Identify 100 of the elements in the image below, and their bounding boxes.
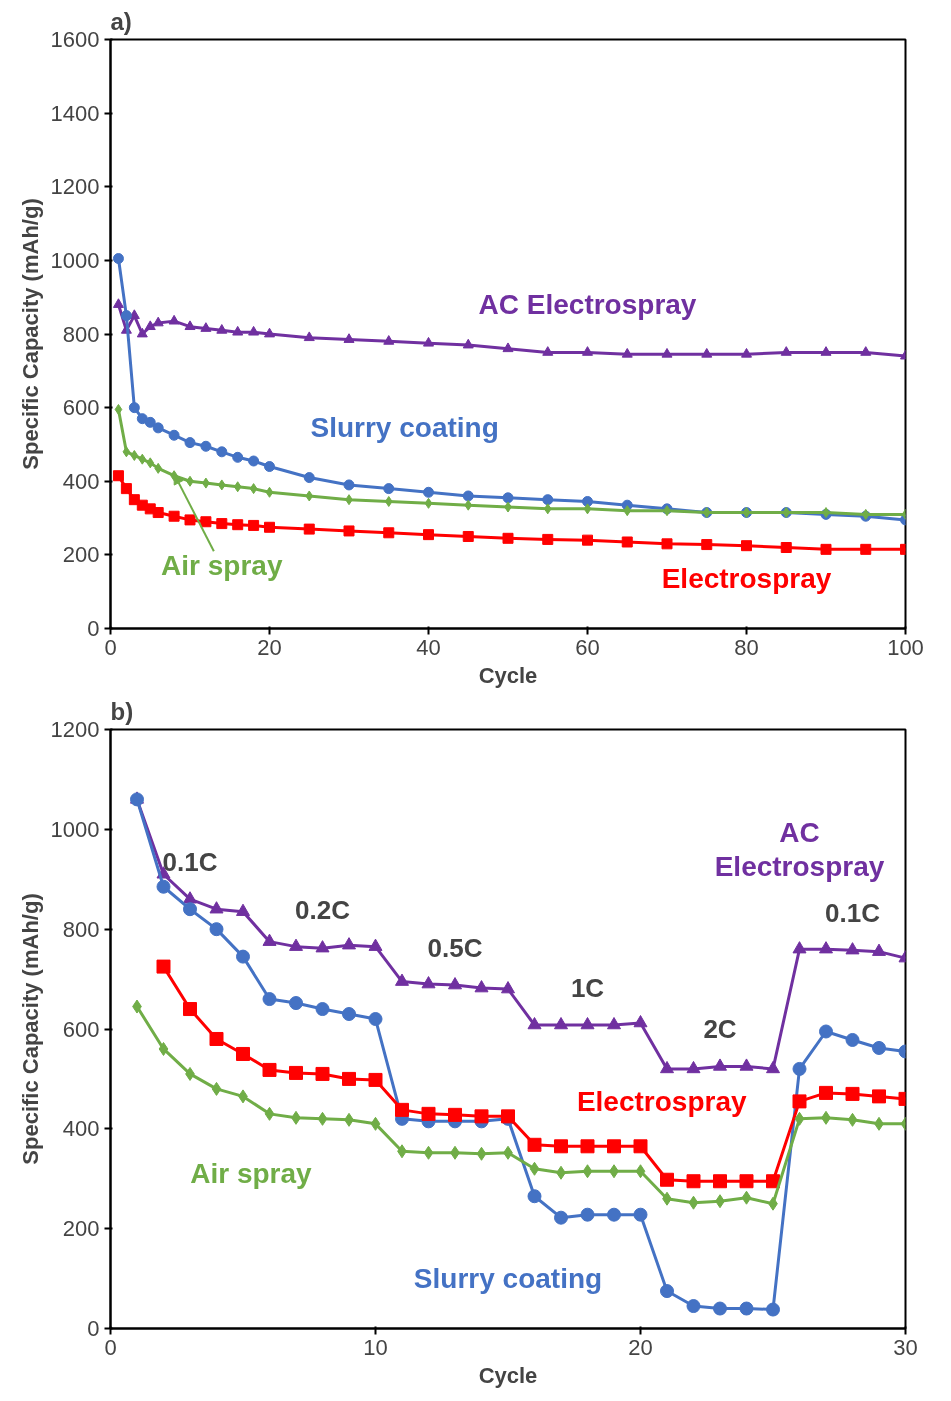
point [820,543,832,555]
point [792,941,807,954]
point [236,903,250,916]
point [542,346,554,356]
point [315,1002,330,1017]
point [701,347,713,358]
point [233,481,242,493]
point [660,1060,674,1074]
point [635,1164,646,1179]
y-tick-label: 400 [62,468,100,494]
point [289,938,303,951]
point [114,403,123,415]
chart-title: b) [110,697,134,725]
point [582,496,593,507]
point [216,518,228,530]
point [554,1210,568,1225]
point [424,497,433,509]
point [152,507,164,519]
text: AC Electrospray [714,816,885,882]
x-tick-label: 40 [416,634,441,660]
point [845,942,860,955]
point [384,496,393,507]
point [248,519,260,531]
point [303,523,315,535]
point [236,949,250,964]
point [661,347,673,358]
point [216,324,228,334]
point [200,322,212,332]
point [542,533,554,545]
point [529,1161,540,1176]
point [554,1017,568,1030]
point [582,534,593,546]
point [315,1066,330,1081]
point [423,529,434,541]
point [342,1071,356,1086]
point [209,901,224,914]
y-tick-label: 200 [62,542,100,568]
point [448,1107,462,1122]
point [317,1111,328,1126]
point [154,462,163,474]
point [248,455,260,467]
point [184,320,196,331]
point [582,346,593,356]
point [739,1058,754,1071]
point [660,1172,674,1187]
point [249,483,258,495]
point [315,940,330,953]
point [209,922,224,937]
series-label: AC Electrospray [478,289,697,321]
y-tick-label: 1200 [50,717,100,742]
point [580,1017,595,1030]
point [343,333,355,343]
point [343,479,355,491]
point [262,933,277,946]
point [156,959,171,974]
y-tick-label: 1600 [50,27,100,52]
point [232,451,244,463]
point [860,346,872,356]
point [474,980,489,993]
point [211,1081,222,1096]
point [607,1207,621,1222]
point [527,1137,542,1152]
point [582,1164,593,1179]
point [303,472,315,484]
point [872,943,886,956]
point [343,525,355,537]
point [264,461,275,473]
point [368,1072,383,1087]
point [200,516,212,528]
annotation: 0.1C [162,847,218,878]
point [232,325,244,336]
point [872,1089,886,1104]
series-label: Slurry coating [413,1263,603,1295]
point [421,976,436,989]
point [845,1086,860,1101]
point [423,1145,434,1160]
x-tick-label: 20 [628,1334,653,1360]
x-axis-title: Cycle [478,1362,538,1388]
point [112,298,124,308]
y-axis-title: Specific Capacity (mAh/g) [17,893,43,1165]
point [607,1017,621,1030]
point [476,1146,487,1161]
point [122,446,131,458]
point [633,1015,648,1028]
point [168,314,180,325]
point [686,1299,701,1314]
annotation: 2C [703,1014,737,1045]
point [739,1301,754,1316]
point [264,1106,275,1121]
point [847,1112,858,1127]
annotation: 0.1C [825,898,881,929]
point [580,1139,595,1154]
point [303,331,315,342]
point [342,1007,356,1022]
point [120,310,132,322]
point [146,457,155,469]
point [448,977,462,990]
point [370,1116,381,1131]
point [819,1085,833,1100]
x-tick-label: 10 [363,1334,388,1360]
